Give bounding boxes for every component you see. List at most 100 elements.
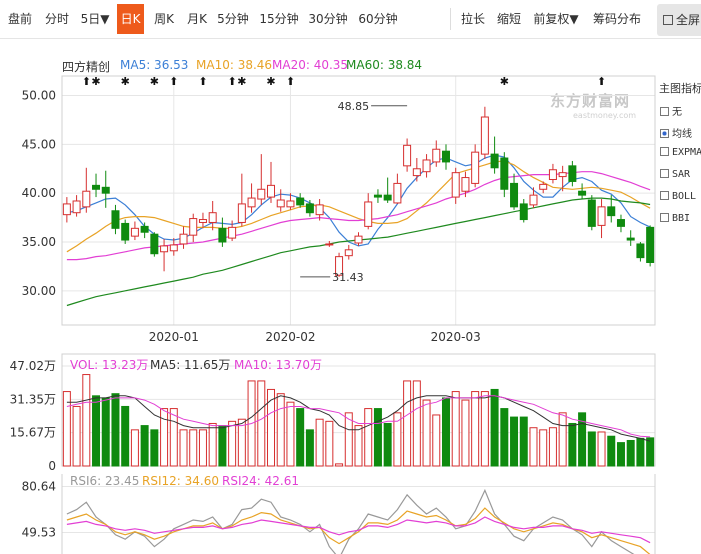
volume-bar <box>344 412 353 467</box>
annotation-label: 31.43 <box>332 271 364 284</box>
rsi-legend-item-1: RSI12: 34.60 <box>142 474 219 488</box>
indicator-option-2[interactable]: EXPMA <box>660 147 701 158</box>
rsi-line-rsi6 <box>66 488 635 554</box>
toolbar-right-item-0[interactable]: 拉长 <box>460 12 485 26</box>
main-x-tick: 2020-03 <box>431 330 481 344</box>
candle-body <box>432 148 441 163</box>
volume-bar <box>150 429 159 467</box>
toolbar-item-1[interactable]: 分时 <box>44 12 69 26</box>
candle-body <box>130 227 139 237</box>
toolbar-item-2[interactable]: 5日▼ <box>80 12 110 26</box>
toolbar-right-item-1[interactable]: 缩短 <box>496 12 521 26</box>
event-marker: ✱ <box>266 75 275 88</box>
ma-legend-item-0: MA5: 36.53 <box>120 58 189 72</box>
ma-line-ma10 <box>66 160 651 253</box>
toolbar-item-9[interactable]: 60分钟 <box>358 12 398 26</box>
indicator-option-3[interactable]: SAR <box>660 169 690 180</box>
toolbar-item-6[interactable]: 5分钟 <box>217 12 249 26</box>
toolbar-item-8[interactable]: 30分钟 <box>308 12 348 26</box>
volume-bar <box>82 374 91 467</box>
candle-body <box>412 168 421 177</box>
toolbar-item-7[interactable]: 15分钟 <box>259 12 299 26</box>
candle-body <box>82 190 91 208</box>
volume-bar <box>208 422 217 467</box>
toolbar-right-item-3[interactable]: 筹码分布 <box>592 12 641 26</box>
candle-body <box>578 190 587 196</box>
candle-body <box>150 233 159 255</box>
volume-legend-item-1: MA5: 11.65万 <box>150 358 231 372</box>
vol-y-tick: 47.02万 <box>10 359 56 373</box>
volume-bar <box>480 391 489 467</box>
main-indicator-title: 主图指标 <box>659 82 701 95</box>
candle-body <box>500 157 509 190</box>
candle-body <box>92 184 101 190</box>
candle-body <box>296 197 305 206</box>
ma-legend-item-3: MA60: 38.84 <box>346 58 423 72</box>
indicator-option-4[interactable]: BOLL <box>660 191 696 202</box>
toolbar-item-0[interactable]: 盘前 <box>7 12 32 26</box>
volume-bar <box>198 429 207 467</box>
candle-body <box>72 200 81 214</box>
candle-body <box>160 245 169 253</box>
volume-bar <box>529 427 538 467</box>
candle-body <box>228 226 237 239</box>
event-marker: ⬆ <box>597 75 606 88</box>
indicator-checkbox[interactable] <box>660 147 669 156</box>
indicator-option-1[interactable]: 均线 <box>660 125 692 140</box>
candle-body <box>325 243 334 246</box>
watermark-logo: 东方财富网 <box>550 92 631 110</box>
candle-body <box>267 184 276 198</box>
main-y-tick: 30.00 <box>22 284 56 298</box>
volume-bar <box>510 416 519 467</box>
event-marker: ✱ <box>500 75 509 88</box>
event-marker: ⬆ <box>228 75 237 88</box>
volume-bar <box>228 420 237 467</box>
toolbar-item-4[interactable]: 周K <box>154 12 174 26</box>
ma-legend-item-1: MA10: 38.46 <box>196 58 273 72</box>
candle-body <box>441 150 450 163</box>
toolbar-item-3[interactable]: 日K <box>117 4 144 34</box>
fullscreen-icon <box>663 15 673 25</box>
main-panel-frame <box>61 75 656 326</box>
toolbar-item-5[interactable]: 月K <box>187 12 207 26</box>
volume-bar <box>403 380 412 467</box>
volume-bar <box>315 418 324 467</box>
candle-body <box>471 151 480 184</box>
annotation-label: 48.85 <box>338 100 370 113</box>
vol-ma-line-ma10 <box>66 395 651 438</box>
candle-body <box>383 194 392 201</box>
volume-bar <box>393 412 402 467</box>
main-y-tick: 40.00 <box>22 186 56 200</box>
candle-body <box>422 159 431 173</box>
candle-body <box>636 243 645 259</box>
volume-bar <box>62 391 71 467</box>
indicator-option-5[interactable]: BBI <box>660 213 690 224</box>
candle-body <box>510 182 519 208</box>
fullscreen-button[interactable]: 全屏 <box>657 4 701 36</box>
indicator-option-label: EXPMA <box>672 147 701 158</box>
indicator-checkbox[interactable] <box>660 191 669 200</box>
toolbar-right-item-2[interactable]: 前复权▼ <box>533 12 579 26</box>
candle-body <box>607 206 616 217</box>
toolbar-separator <box>450 8 451 30</box>
candle-body <box>529 194 538 206</box>
indicator-checkbox[interactable] <box>660 107 669 116</box>
candle-body <box>286 200 295 208</box>
volume-bar <box>267 388 276 467</box>
candle-body <box>169 244 178 252</box>
indicator-checkbox[interactable] <box>660 213 669 222</box>
candle-body <box>315 204 324 216</box>
candle-body <box>393 182 402 204</box>
candle-body <box>519 203 528 221</box>
volume-bar <box>169 408 178 467</box>
candle-body <box>121 222 130 241</box>
volume-bar <box>354 425 363 467</box>
volume-bar <box>616 442 625 467</box>
indicator-option-label: BBI <box>672 213 691 224</box>
event-marker: ✱ <box>237 75 246 88</box>
indicator-option-0[interactable]: 无 <box>660 103 682 118</box>
indicator-checkbox[interactable] <box>660 169 669 178</box>
indicator-checkbox[interactable] <box>660 129 669 138</box>
stock-name-label: 四方精创 <box>62 60 111 74</box>
event-marker: ✱ <box>91 75 100 88</box>
